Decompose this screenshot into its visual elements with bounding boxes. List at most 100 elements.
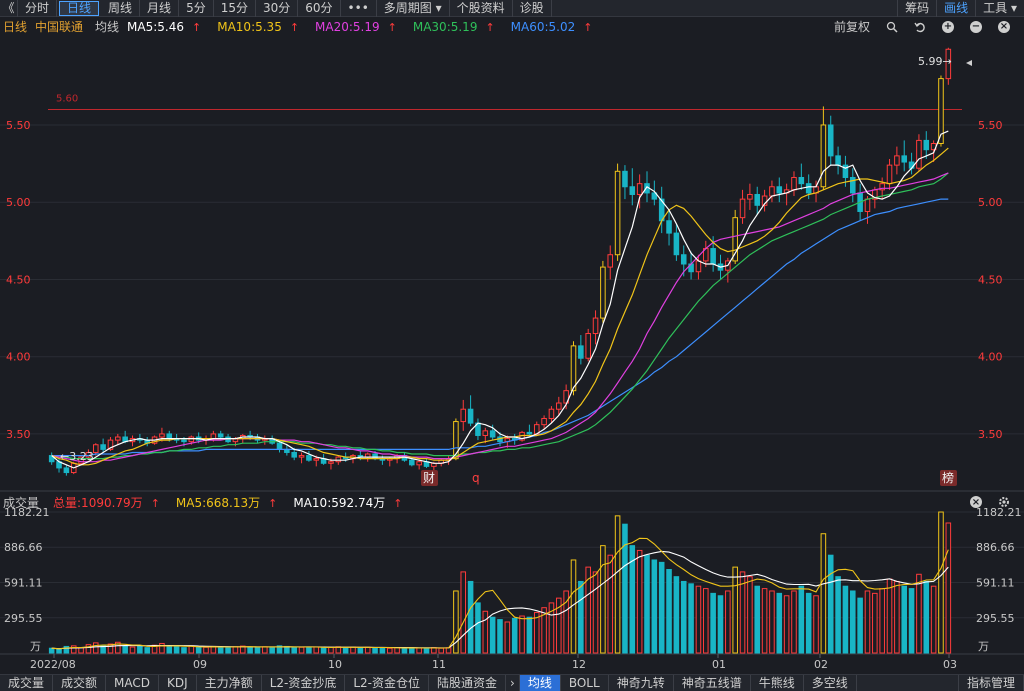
adjust-mode-button[interactable]: 前复权 bbox=[833, 20, 870, 34]
tab-15[interactable]: 指标管理 bbox=[957, 674, 1024, 691]
tab-8[interactable]: › bbox=[506, 674, 520, 691]
toolbar-btn-8[interactable]: ••• bbox=[341, 0, 377, 17]
undo-icon[interactable] bbox=[914, 21, 926, 33]
toolbar-btn-11[interactable]: 诊股 bbox=[513, 0, 552, 17]
volume-bar bbox=[56, 648, 62, 654]
tab-6[interactable]: L2-资金仓位 bbox=[345, 674, 429, 691]
candle-body bbox=[901, 155, 908, 163]
candle-body bbox=[850, 176, 856, 194]
volume-bar bbox=[761, 588, 768, 654]
candle-body bbox=[467, 408, 474, 424]
candle-body bbox=[886, 164, 893, 185]
date-label: 03 bbox=[943, 658, 957, 671]
volume-bars bbox=[48, 511, 952, 654]
toolbar-btn-0[interactable]: 分时 bbox=[18, 0, 58, 17]
tab-0[interactable]: 成交量 bbox=[0, 674, 54, 691]
volume-bar bbox=[254, 646, 261, 654]
toolbar-btn-2[interactable]: 周线 bbox=[101, 0, 141, 17]
zoom-minus-icon[interactable]: − bbox=[970, 20, 982, 33]
tab-1[interactable]: 成交额 bbox=[53, 674, 107, 691]
candle-body bbox=[842, 164, 849, 178]
tab-11[interactable]: 神奇九转 bbox=[609, 674, 674, 691]
volume-axis-label-right: 1182.21 bbox=[976, 506, 1022, 519]
high-price-label: 5.99→ bbox=[918, 55, 952, 68]
price-axis-label-right: 5.50 bbox=[978, 119, 1003, 132]
collapse-left-icon[interactable]: 《 bbox=[0, 0, 18, 17]
tab-9[interactable]: 均线 bbox=[519, 674, 561, 691]
candle-body bbox=[923, 139, 930, 151]
price-annotations: 5.99→ ←3.23 财 q 榜 bbox=[60, 55, 972, 486]
volume-bar bbox=[85, 644, 92, 654]
date-label: 02 bbox=[814, 658, 828, 671]
ma5-line bbox=[51, 130, 949, 469]
toolbar-btn-3[interactable]: 月线 bbox=[140, 0, 180, 17]
candle-body bbox=[210, 433, 217, 440]
zoom-in-icon[interactable]: + bbox=[942, 20, 954, 33]
stock-name[interactable]: 中国联通 bbox=[35, 20, 84, 34]
candle-body bbox=[827, 124, 834, 157]
toolbar-btn-7[interactable]: 60分 bbox=[298, 0, 341, 17]
tab-14[interactable]: 多空线 bbox=[804, 674, 857, 691]
ma20-value: MA20:5.19 ↑ bbox=[315, 19, 397, 34]
toolbar-btn-5[interactable]: 15分 bbox=[214, 0, 256, 17]
volume-bar bbox=[122, 645, 128, 654]
tab-13[interactable]: 牛熊线 bbox=[751, 674, 804, 691]
toolbar-btn-9[interactable]: 多周期图 ▾ bbox=[377, 0, 450, 17]
ma10-line bbox=[51, 147, 949, 466]
date-axis: 2022/08 09 10 11 12 01 02 03 bbox=[30, 654, 957, 671]
ma10-value: MA10:5.35 ↑ bbox=[217, 19, 300, 34]
tab-12[interactable]: 神奇五线谱 bbox=[674, 674, 751, 691]
event-marker: 榜 bbox=[942, 470, 954, 485]
volume-bar bbox=[717, 595, 724, 654]
candle-body bbox=[291, 451, 297, 458]
volume-bar bbox=[489, 616, 496, 654]
toolbar-right-btn-1[interactable]: 画线 bbox=[936, 0, 975, 17]
date-label: 12 bbox=[572, 658, 586, 671]
top-toolbar: 《 分时 日线 周线 月线 5分 15分 30分 60分 ••• 多周期图 ▾ 个股资料 诊股 筹码 画线… bbox=[0, 0, 1024, 17]
price-axis-label-right: 4.50 bbox=[978, 273, 1003, 286]
volume-bar bbox=[769, 590, 775, 654]
candle-body bbox=[776, 186, 783, 194]
volume-bar bbox=[100, 645, 106, 654]
toolbar-btn-1[interactable]: 日线 bbox=[59, 0, 100, 16]
volume-bar bbox=[63, 645, 70, 654]
toolbar-btn-4[interactable]: 5分 bbox=[179, 0, 214, 17]
price-axis-label-right: 3.50 bbox=[978, 428, 1003, 441]
candle-body bbox=[879, 183, 885, 191]
volume-bar bbox=[173, 646, 180, 654]
close-volume-icon[interactable]: × bbox=[970, 496, 982, 508]
tab-7[interactable]: 陆股通资金 bbox=[429, 674, 507, 691]
tab-2[interactable]: MACD bbox=[106, 674, 160, 691]
volume-axis-label-left: 1182.21 bbox=[4, 506, 50, 519]
candle-body bbox=[166, 433, 173, 440]
volume-bar bbox=[695, 585, 702, 654]
last-price-pointer-icon bbox=[966, 60, 972, 66]
candle-body bbox=[313, 458, 320, 461]
volume-bar bbox=[820, 533, 827, 654]
tab-4[interactable]: 主力净额 bbox=[197, 674, 262, 691]
volume-bar bbox=[945, 522, 952, 654]
toolbar-right-btn-2[interactable]: 工具 ▾ bbox=[975, 0, 1024, 17]
ma20-line bbox=[51, 172, 949, 463]
candle-body bbox=[916, 139, 922, 169]
tab-10[interactable]: BOLL bbox=[561, 674, 609, 691]
volume-title[interactable]: 成交量 bbox=[3, 495, 40, 510]
settings-icon[interactable] bbox=[998, 496, 1010, 508]
candle-body bbox=[805, 183, 812, 194]
toolbar-right-btn-0[interactable]: 筹码 bbox=[897, 0, 936, 17]
close-chart-icon[interactable]: × bbox=[998, 20, 1010, 33]
volume-bar bbox=[776, 592, 783, 654]
volume-bar bbox=[342, 647, 349, 654]
zoom-out-icon[interactable] bbox=[886, 21, 898, 33]
date-label: 10 bbox=[328, 658, 342, 671]
event-marker: q bbox=[472, 471, 480, 485]
volume-axis-label-left: 591.11 bbox=[4, 576, 43, 589]
chart-controls: 前复权 + − × bbox=[834, 17, 1018, 36]
tab-3[interactable]: KDJ bbox=[159, 674, 197, 691]
candle-body bbox=[585, 333, 591, 359]
toolbar-btn-10[interactable]: 个股资料 bbox=[450, 0, 513, 17]
volume-bar bbox=[401, 647, 408, 654]
toolbar-btn-6[interactable]: 30分 bbox=[256, 0, 299, 17]
tab-5[interactable]: L2-资金抄底 bbox=[262, 674, 346, 691]
